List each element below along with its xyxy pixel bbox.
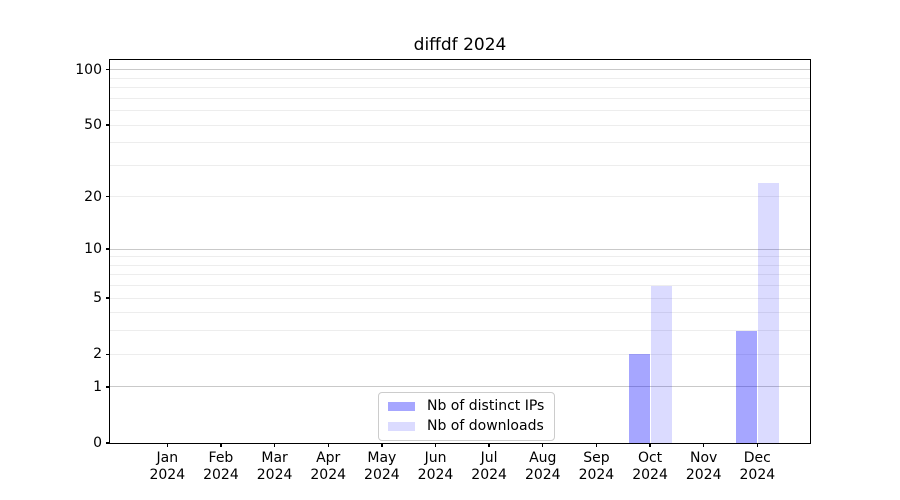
x-tick-label: Aug 2024 (524, 450, 561, 483)
y-tick-label: 0 (93, 435, 102, 451)
bar-distinct-ips (628, 354, 650, 443)
minor-gridline (110, 77, 810, 79)
x-tick-mark (703, 443, 705, 447)
y-tick-label: 100 (75, 61, 102, 78)
legend-swatch-downloads (388, 421, 415, 431)
minor-gridline (110, 312, 810, 314)
major-gridline (110, 248, 810, 250)
minor-gridline (110, 330, 810, 332)
minor-gridline (110, 97, 810, 99)
y-tick-mark (105, 297, 110, 299)
x-tick-mark (381, 443, 383, 447)
x-tick-mark (595, 443, 598, 447)
x-tick-mark (166, 443, 168, 447)
y-tick-label: 5 (93, 290, 102, 307)
y-tick-label: 50 (84, 117, 102, 134)
minor-gridline (110, 142, 810, 144)
minor-gridline (110, 256, 810, 258)
x-tick-label: Nov 2024 (685, 450, 722, 483)
x-tick-label: Jul 2024 (471, 450, 507, 483)
y-tick-label: 20 (84, 188, 102, 205)
y-tick-mark (105, 248, 110, 250)
minor-gridline (110, 124, 810, 126)
x-tick-label: Feb 2024 (203, 450, 239, 483)
bar-distinct-ips (735, 330, 757, 443)
minor-gridline (110, 164, 810, 166)
major-gridline (110, 69, 810, 71)
x-tick-label: Oct 2024 (632, 450, 668, 483)
x-tick-mark (649, 443, 651, 447)
minor-gridline (110, 297, 810, 299)
y-tick-label: 2 (93, 346, 102, 363)
minor-gridline (110, 285, 810, 287)
y-tick-mark (105, 196, 110, 198)
bar-downloads (650, 285, 672, 443)
major-gridline (110, 386, 810, 388)
y-tick-mark (105, 124, 110, 126)
chart-title: diffdf 2024 (413, 35, 507, 55)
y-tick-mark (105, 69, 110, 71)
x-tick-label: Sep 2024 (578, 450, 615, 483)
x-tick-label: Dec 2024 (739, 450, 776, 483)
legend-item-distinct-ips: Nb of distinct IPs (388, 398, 544, 414)
x-tick-label: Jun 2024 (417, 450, 454, 483)
legend-item-downloads: Nb of downloads (388, 418, 544, 434)
y-tick-mark (105, 386, 110, 388)
minor-gridline (110, 274, 810, 276)
x-tick-mark (756, 443, 758, 447)
minor-gridline (110, 110, 810, 112)
minor-gridline (110, 264, 810, 266)
x-tick-label: May 2024 (364, 450, 400, 483)
minor-gridline (110, 87, 810, 89)
y-tick-mark (105, 442, 110, 444)
y-tick-mark (105, 353, 110, 355)
x-tick-label: Apr 2024 (310, 450, 347, 483)
plot-area (109, 59, 811, 444)
x-tick-mark (488, 443, 490, 447)
minor-gridline (110, 353, 810, 355)
legend-swatch-distinct-ips (388, 401, 415, 411)
minor-gridline (110, 196, 810, 198)
x-tick-mark (327, 443, 329, 447)
y-tick-label: 10 (84, 241, 102, 258)
x-tick-mark (220, 443, 222, 447)
x-tick-label: Mar 2024 (256, 450, 293, 483)
legend-label-distinct-ips: Nb of distinct IPs (427, 398, 545, 414)
legend-label-downloads: Nb of downloads (427, 418, 544, 434)
x-tick-mark (273, 443, 276, 447)
x-tick-mark (434, 443, 437, 447)
bar-downloads (757, 182, 779, 443)
y-tick-label: 1 (93, 378, 102, 395)
x-tick-label: Jan 2024 (149, 450, 186, 483)
legend: Nb of distinct IPs Nb of downloads (378, 392, 556, 441)
x-tick-mark (542, 443, 544, 447)
